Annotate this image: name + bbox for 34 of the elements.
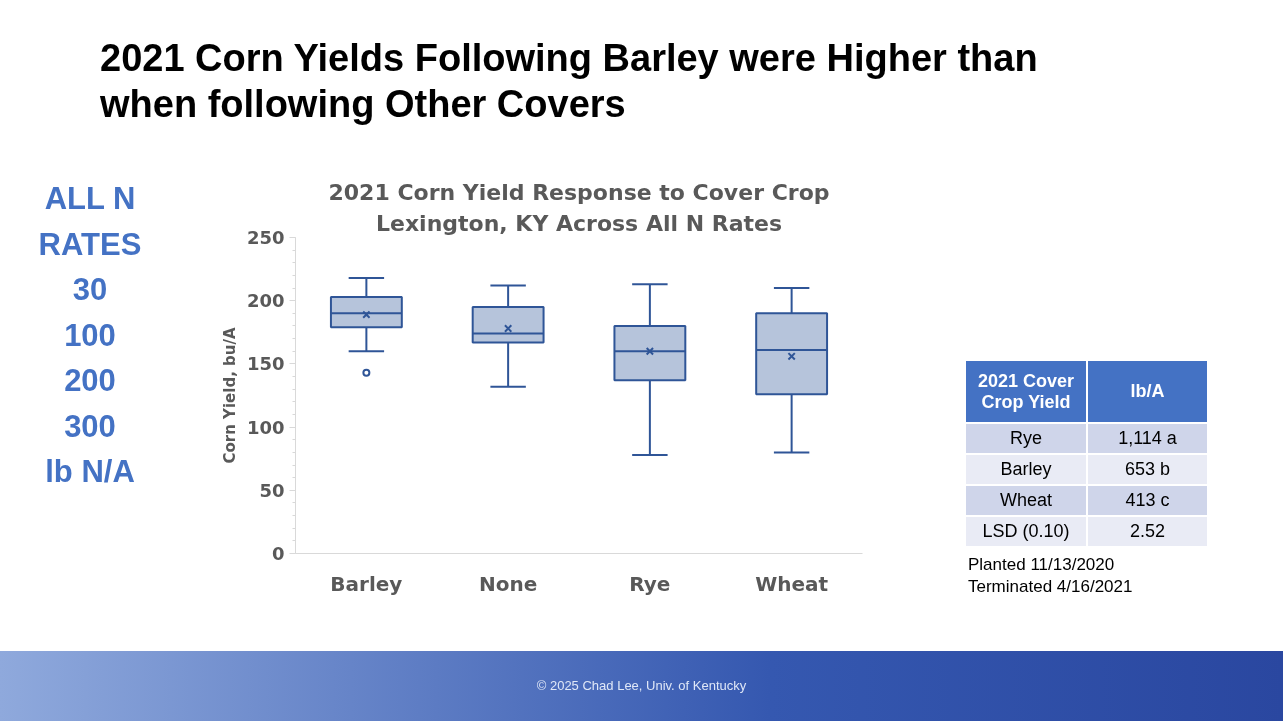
y-tick-label: 250 bbox=[246, 227, 285, 248]
x-tick-label: None bbox=[478, 571, 538, 596]
chart-subtitle: Lexington, KY Across All N Rates bbox=[375, 210, 783, 236]
y-tick-label: 150 bbox=[246, 353, 285, 375]
x-tick-label: Rye bbox=[629, 571, 671, 596]
text: 300 bbox=[63, 407, 117, 446]
text: 653 b bbox=[1087, 454, 1208, 485]
text: 100 bbox=[63, 316, 117, 355]
y-axis-title: Corn Yield, bu/A bbox=[220, 327, 239, 464]
y-tick-label: 0 bbox=[271, 543, 285, 564]
y-tick-label: 200 bbox=[246, 290, 285, 312]
text: 413 c bbox=[1087, 485, 1208, 516]
text: 30 bbox=[71, 271, 109, 309]
text: 1,114 a bbox=[1087, 423, 1208, 454]
text: Barley bbox=[965, 454, 1087, 485]
y-tick-label: 100 bbox=[246, 416, 285, 438]
text: LSD (0.10) bbox=[965, 516, 1087, 547]
text: lb N/A bbox=[44, 453, 136, 491]
text: ALL N bbox=[43, 180, 137, 218]
text: 2021 Cover Crop Yield bbox=[965, 360, 1087, 423]
chart-title: 2021 Corn Yield Response to Cover Crop bbox=[328, 179, 830, 205]
y-tick-label: 50 bbox=[259, 479, 285, 501]
text: Wheat bbox=[965, 485, 1087, 516]
x-tick-label: Wheat bbox=[755, 571, 829, 596]
text: Rye bbox=[965, 423, 1087, 454]
text: © 2025 Chad Lee, Univ. of Kentucky bbox=[0, 651, 1283, 721]
text: 2.52 bbox=[1087, 516, 1208, 547]
text: Planted 11/13/2020 bbox=[968, 554, 1116, 576]
text: 2021 Corn Yields Following Barley were Higher than when following Other Covers bbox=[99, 36, 1038, 127]
text: 200 bbox=[63, 362, 117, 400]
text: Terminated 4/16/2021 bbox=[968, 576, 1134, 598]
x-tick-label: Barley bbox=[330, 571, 403, 596]
text: RATES bbox=[37, 225, 143, 264]
text: lb/A bbox=[1087, 360, 1208, 423]
